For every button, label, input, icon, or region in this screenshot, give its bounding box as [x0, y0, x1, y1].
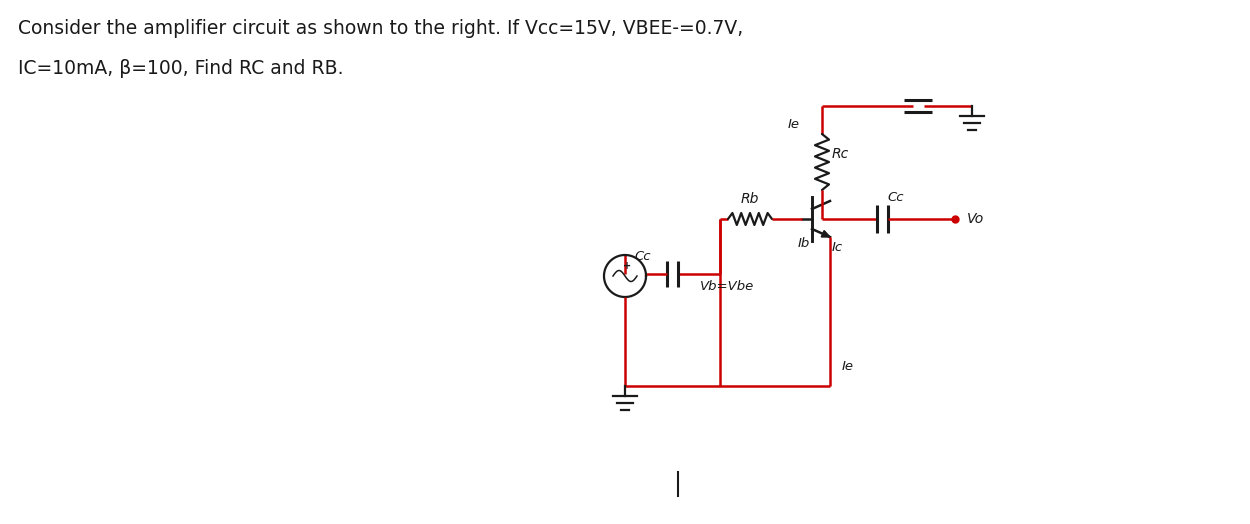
Text: Ic: Ic: [832, 241, 842, 254]
Text: IC=10mA, β=100, Find RC and RB.: IC=10mA, β=100, Find RC and RB.: [18, 59, 344, 78]
Text: Vo: Vo: [968, 212, 984, 226]
Text: Consider the amplifier circuit as shown to the right. If Vcc=15V, VBEE-=0.7V,: Consider the amplifier circuit as shown …: [18, 19, 744, 38]
Text: Ib: Ib: [798, 237, 810, 250]
Text: Rc: Rc: [832, 147, 849, 161]
Text: Ie: Ie: [788, 117, 800, 130]
Text: Rb: Rb: [741, 192, 759, 206]
Text: Vb=Vbe: Vb=Vbe: [700, 279, 755, 292]
Text: Ie: Ie: [842, 359, 854, 373]
Text: +: +: [622, 261, 631, 271]
Polygon shape: [821, 231, 830, 237]
Text: Cc: Cc: [888, 191, 904, 203]
Text: Cc: Cc: [634, 249, 651, 263]
